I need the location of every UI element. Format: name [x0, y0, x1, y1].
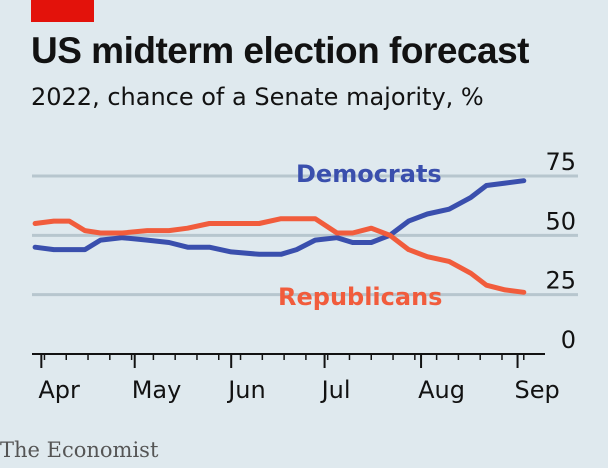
series-line-democrats: [32, 178, 527, 257]
x-tick-label-aug: Aug: [418, 376, 465, 404]
brand-bar: [31, 0, 94, 22]
series-label-republicans: Republicans: [278, 283, 442, 311]
x-tick-label-may: May: [132, 376, 182, 404]
line-chart: 0 25 50 75 Apr May Jun Jul Aug Sep Democrats Republ…: [32, 148, 578, 404]
x-tick-label-jun: Jun: [226, 376, 266, 404]
y-tick-label-50: 50: [545, 207, 576, 235]
x-tick-label-sep: Sep: [515, 376, 560, 404]
x-tick-label-jul: Jul: [320, 376, 351, 404]
x-tick-label-apr: Apr: [38, 376, 80, 404]
source-credit: The Economist: [0, 438, 159, 462]
chart-title: US midterm election forecast: [31, 30, 529, 71]
series-line-republicans: [32, 216, 527, 295]
y-tick-label-75: 75: [545, 148, 576, 176]
series-label-democrats: Democrats: [296, 160, 442, 188]
y-tick-label-0: 0: [561, 326, 576, 354]
chart-subtitle: 2022, chance of a Senate majority, %: [31, 83, 484, 111]
y-tick-label-25: 25: [545, 267, 576, 295]
